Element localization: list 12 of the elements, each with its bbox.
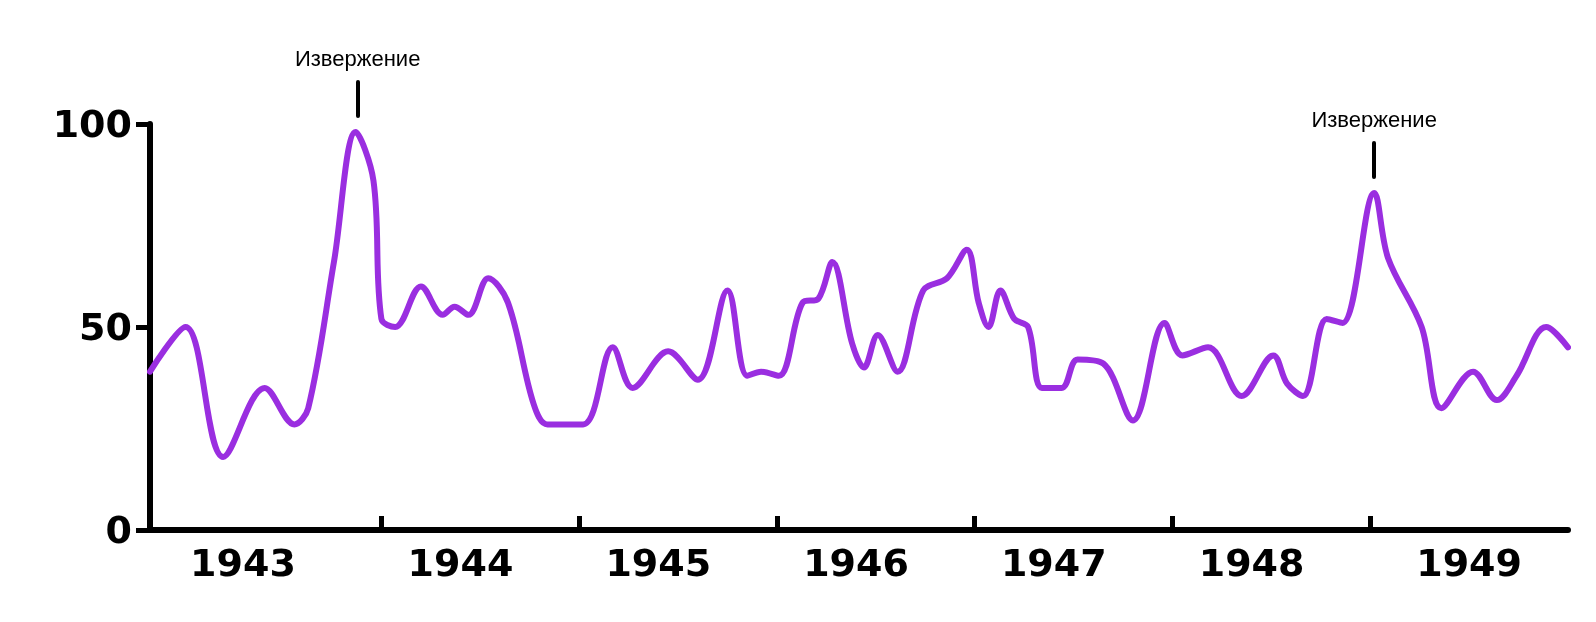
x-tick-label: 1948 (1198, 541, 1305, 585)
y-tick-label: 0 (105, 508, 132, 552)
annotation: Извержение (1311, 107, 1437, 134)
x-tick-label: 1947 (1000, 541, 1107, 585)
x-tick-label: 1944 (407, 541, 514, 585)
y-tick-label: 50 (79, 305, 132, 349)
x-tick-label: 1945 (605, 541, 712, 585)
x-tick-label: 1943 (190, 541, 296, 585)
annotation: Извержение (294, 46, 421, 73)
x-tick-label: 1946 (803, 541, 909, 585)
x-tick-label: 1949 (1416, 541, 1522, 585)
y-tick-label: 100 (52, 102, 132, 146)
